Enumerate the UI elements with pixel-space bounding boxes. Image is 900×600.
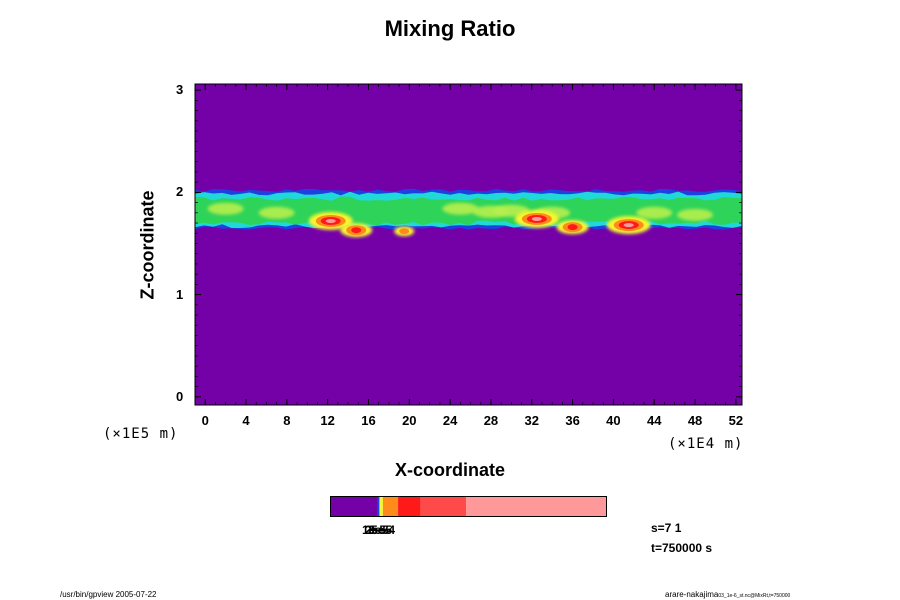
y-tick-label: 3 xyxy=(176,82,184,98)
lightgreen-patch xyxy=(636,206,673,219)
colorbar-segment xyxy=(380,497,383,516)
colorbar-segment xyxy=(377,497,380,516)
x-tick-label: 24 xyxy=(442,413,458,428)
x-tick-label: 4 xyxy=(242,413,250,428)
y-axis-label: Z-coordinate xyxy=(137,190,158,300)
colorbar xyxy=(330,496,607,517)
hotspot-contour xyxy=(351,227,362,234)
footer-right: arare-nakajima03_1e-6_st.nc@MixRt,t=7500… xyxy=(665,590,790,599)
mixing-ratio-field xyxy=(195,188,742,238)
x-axis-label: X-coordinate xyxy=(394,460,505,480)
x-tick-label: 36 xyxy=(565,413,580,428)
colorbar-label: 2e-5 xyxy=(365,523,390,537)
x-tick-label: 20 xyxy=(402,413,417,428)
y-tick-label: 1 xyxy=(176,286,184,302)
x-tick-label: 12 xyxy=(320,413,335,428)
footer-left: /usr/bin/gpview 2005-07-22 xyxy=(60,590,157,599)
colorbar-segment xyxy=(466,497,607,516)
plot-background xyxy=(195,84,742,405)
x-unit-label: (×1E4 m) xyxy=(668,436,744,452)
x-tick-label: 0 xyxy=(201,413,209,428)
lightgreen-patch xyxy=(677,208,714,221)
hotspot-contour xyxy=(531,216,542,221)
footer-right-main: arare-nakajima xyxy=(665,590,719,599)
y-tick-label: 0 xyxy=(176,388,184,404)
x-tick-label: 32 xyxy=(524,413,539,428)
colorbar-segment xyxy=(379,497,381,516)
hotspot-contour xyxy=(567,224,578,231)
colorbar-segment xyxy=(331,497,378,516)
colorbar-label: 1e-5 xyxy=(362,523,387,537)
x-tick-label: 48 xyxy=(687,413,703,428)
x-tick-label: 16 xyxy=(361,413,376,428)
hotspot-contour xyxy=(623,223,634,228)
step-label: s=7 1 xyxy=(651,521,682,535)
x-tick-label: 8 xyxy=(283,413,291,428)
hotspot-contour xyxy=(325,218,336,223)
colorbar-segment xyxy=(420,497,467,516)
time-label: t=750000 s xyxy=(651,541,713,555)
x-tick-label: 52 xyxy=(728,413,744,428)
colorbar-segment xyxy=(398,497,421,516)
y-tick-label: 2 xyxy=(176,184,184,200)
hotspot-contour xyxy=(399,228,410,235)
x-tick-label: 28 xyxy=(483,413,499,428)
plot-frame xyxy=(194,83,743,406)
y-unit-label: (×1E5 m) xyxy=(103,426,179,442)
lightgreen-patch xyxy=(207,202,244,215)
x-tick-label: 44 xyxy=(647,413,662,428)
lightgreen-patch xyxy=(442,202,479,215)
lightgreen-patch xyxy=(258,206,295,219)
axis-ticks xyxy=(195,84,742,405)
footer-right-sub: 03_1e-6_st.nc@MixRt,t=750000 xyxy=(718,593,791,599)
x-tick-label: 40 xyxy=(606,413,621,428)
colorbar-label: 3e-5 xyxy=(368,523,393,537)
colorbar-segment xyxy=(382,497,399,516)
chart-title: Mixing Ratio xyxy=(384,16,516,41)
colorbar-label: 5e-4 xyxy=(371,523,396,537)
